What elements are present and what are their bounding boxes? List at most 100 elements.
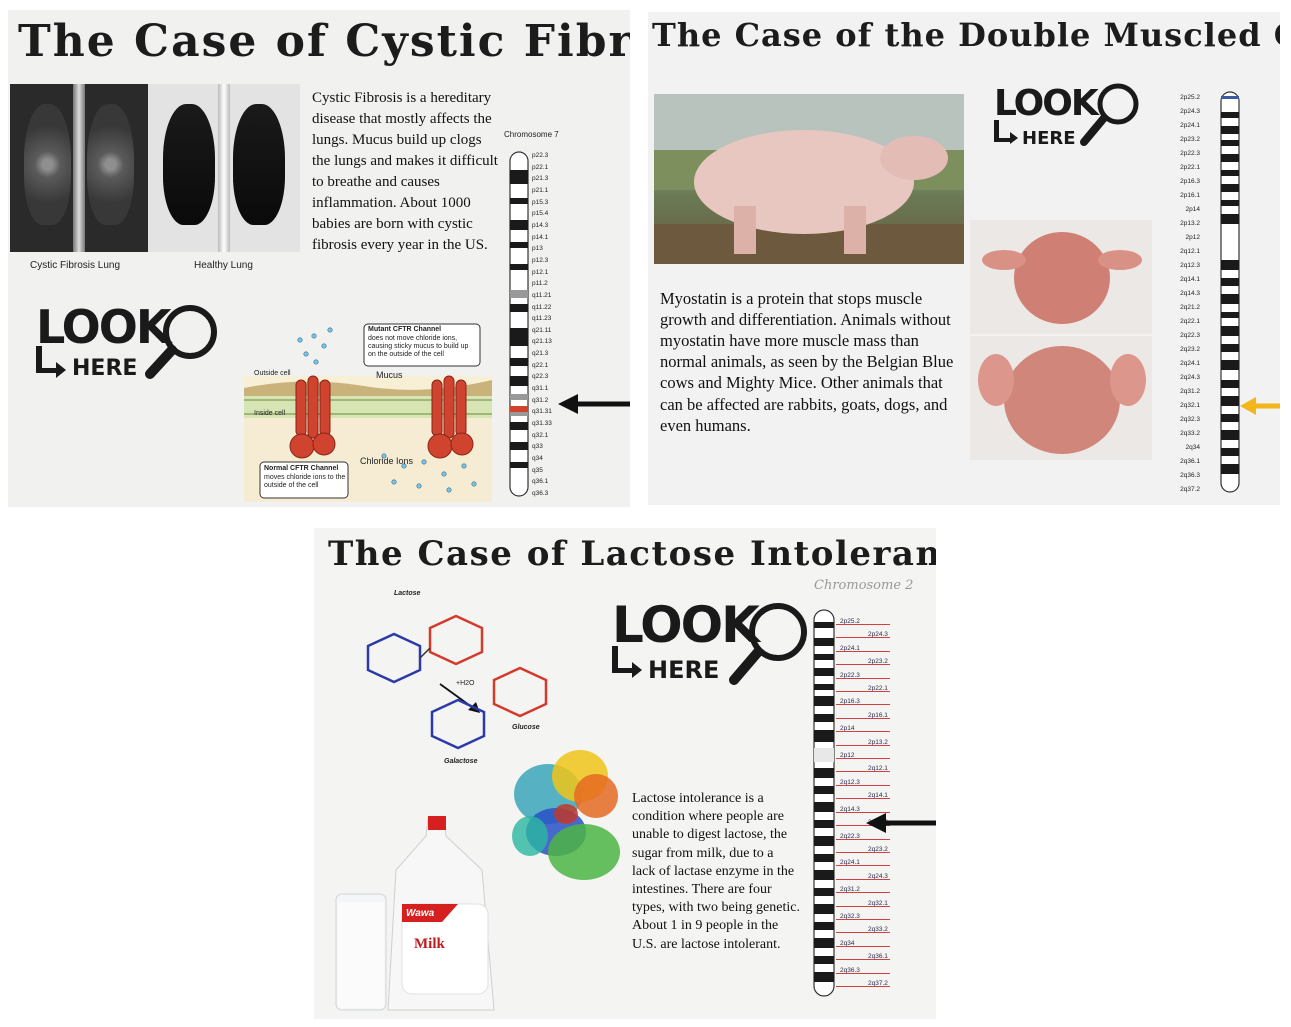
magnifier-icon <box>1080 83 1139 146</box>
label-cf-lung: Cystic Fibrosis Lung <box>30 260 121 271</box>
poster-lactose-intolerance: The Case of Lactose Intolerance Chromoso… <box>314 528 936 1019</box>
band-label: 2q12.1 <box>1180 248 1200 255</box>
chromosome-2-lactose <box>813 609 835 997</box>
cftr-diagram <box>244 323 492 502</box>
band-label: 2p14 <box>1185 206 1200 213</box>
band-label: 2q36.3 <box>1180 472 1200 479</box>
milk-jug-illustration <box>335 816 495 1011</box>
band-label: 2p16.3 <box>1180 178 1200 185</box>
band-label: 2p22.3 <box>1180 150 1200 157</box>
chloride-label: Chloride Ions <box>360 456 414 466</box>
band-label: 2p23.2 <box>1180 136 1200 143</box>
band-tick <box>836 972 890 974</box>
band-label: 2q22.1 <box>1180 318 1200 325</box>
cow-description: Myostatin is a protein that stops muscle… <box>660 289 954 435</box>
band-label: q32.1 <box>532 431 549 439</box>
band-label: 2q34 <box>840 939 855 947</box>
band-label: p11.2 <box>532 280 548 288</box>
band-label: 2q14.3 <box>840 805 860 813</box>
band-label: q36.3 <box>532 490 549 497</box>
band-label: 2p25.2 <box>1180 94 1200 101</box>
poster-cystic-fibrosis: The Case of Cystic Fibrosis Cystic Fibro… <box>8 10 630 507</box>
band-label: 2p23.2 <box>868 658 888 666</box>
mutant-title: Mutant CFTR Channel <box>368 326 442 333</box>
band-label: 2p13.2 <box>868 738 888 746</box>
band-tick <box>836 677 890 679</box>
band-label: 2p14 <box>840 725 855 733</box>
band-tick <box>836 798 890 800</box>
band-label: 2q37.2 <box>1180 486 1200 493</box>
band-label: 2q23.2 <box>868 845 888 853</box>
lactose-description: Lactose intolerance is a condition where… <box>632 791 800 952</box>
arrow-left-icon <box>1240 397 1280 415</box>
look-here-logo: LOOK HERE <box>994 83 1099 149</box>
chromosome-7 <box>509 151 529 497</box>
normal-text: moves chloride ions to the outside of th… <box>264 474 346 490</box>
band-tick <box>836 650 890 652</box>
xray-cf-lung <box>10 84 148 252</box>
band-tick <box>836 811 890 813</box>
cf-description: Cystic Fibrosis is a hereditary disease … <box>312 90 498 253</box>
band-label: 2p24.3 <box>868 631 888 639</box>
band-tick <box>836 784 890 786</box>
band-label: 2q34 <box>1185 444 1200 451</box>
band-label: 2p12 <box>840 752 855 760</box>
band-tick <box>836 717 890 719</box>
band-tick <box>836 704 890 706</box>
inside-cell-label: Inside cell <box>254 410 286 417</box>
arrow-left-icon <box>558 394 630 414</box>
band-label: q21.3 <box>532 350 549 358</box>
mighty-mouse-photo-bottom <box>970 336 1152 460</box>
band-label: 2p24.1 <box>1180 122 1200 129</box>
band-tick <box>836 731 890 733</box>
band-label: 2p22.1 <box>868 685 888 693</box>
band-tick <box>836 825 890 827</box>
band-tick <box>836 771 890 773</box>
normal-title: Normal CFTR Channel <box>264 465 339 472</box>
milk-brand: Wawa <box>406 908 435 919</box>
band-label: q21.11 <box>532 326 552 334</box>
band-label: 2q22.3 <box>840 832 860 840</box>
band-label: q34 <box>532 455 543 463</box>
look-here-logo: LOOK HERE <box>612 596 760 684</box>
band-label: q33 <box>532 443 543 451</box>
lactose-hydrolysis-diagram <box>366 614 548 750</box>
band-label: 2p22.3 <box>840 671 860 679</box>
band-label: 2q21.2 <box>1180 304 1200 311</box>
band-label: 2q14.1 <box>1180 276 1200 283</box>
magnifier-icon <box>145 305 217 379</box>
galactose-label: Galactose <box>444 758 478 765</box>
lactase-protein-structure <box>512 750 620 880</box>
band-label: 2p22.1 <box>1180 164 1200 171</box>
band-tick <box>836 878 890 880</box>
band-label: 2q32.1 <box>868 899 888 907</box>
look-here-logo: LOOK HERE <box>36 300 172 381</box>
band-label: 2p16.1 <box>1180 192 1200 199</box>
band-label: 2q14.1 <box>868 792 888 800</box>
band-label: p21.3 <box>532 175 549 183</box>
band-label: 2q14.3 <box>1180 290 1200 297</box>
band-label: 2q12.1 <box>868 765 888 773</box>
magnifier-icon <box>729 603 807 685</box>
band-label: q36.1 <box>532 478 549 486</box>
band-tick <box>836 959 890 961</box>
band-label: p21.1 <box>532 186 549 194</box>
band-tick <box>836 986 890 987</box>
lactose-label: Lactose <box>394 590 421 597</box>
band-label: 2p12 <box>1185 234 1200 241</box>
chromosome-title: Chromosome 7 <box>504 130 559 139</box>
band-label: 2q12.3 <box>840 778 860 786</box>
band-tick <box>836 637 890 639</box>
label-healthy-lung: Healthy Lung <box>194 260 253 271</box>
band-label: 2p16.3 <box>840 698 860 706</box>
band-tick <box>836 664 890 666</box>
band-label: 2p25.2 <box>840 618 860 625</box>
band-label: 2q36.3 <box>840 966 860 974</box>
band-label: q22.1 <box>532 361 549 369</box>
band-label: p15.3 <box>532 198 549 206</box>
glucose-label: Glucose <box>512 724 540 731</box>
band-label: 2q23.2 <box>1180 346 1200 353</box>
band-tick <box>836 918 890 920</box>
milk-label: Milk <box>414 936 445 952</box>
band-label: 2q31.2 <box>840 886 860 894</box>
